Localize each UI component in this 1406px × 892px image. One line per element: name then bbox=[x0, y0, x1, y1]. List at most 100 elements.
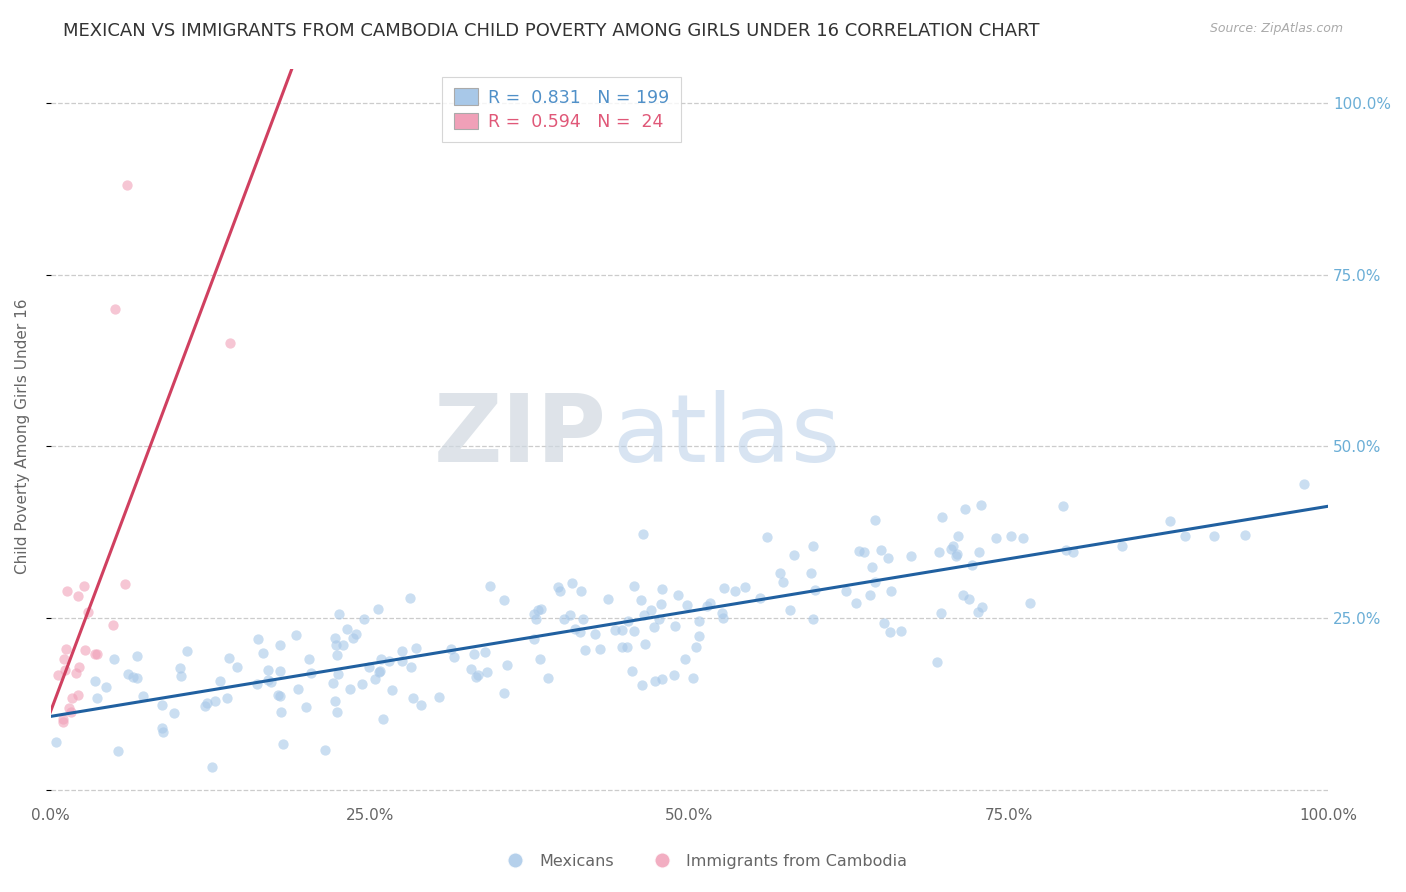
Point bbox=[1012, 531, 1035, 545]
Point bbox=[299, 665, 322, 680]
Point bbox=[945, 549, 967, 563]
Point bbox=[769, 566, 792, 580]
Point bbox=[929, 606, 952, 620]
Point bbox=[246, 677, 269, 691]
Point bbox=[1000, 529, 1022, 543]
Point bbox=[325, 694, 347, 708]
Point bbox=[479, 579, 502, 593]
Point bbox=[326, 666, 349, 681]
Point bbox=[125, 671, 148, 685]
Point bbox=[967, 545, 990, 559]
Point bbox=[876, 551, 898, 566]
Point bbox=[863, 513, 886, 527]
Point bbox=[117, 178, 139, 193]
Point bbox=[801, 539, 824, 553]
Point bbox=[696, 599, 718, 613]
Point bbox=[1062, 544, 1084, 558]
Point bbox=[749, 591, 772, 605]
Point bbox=[474, 645, 496, 659]
Point bbox=[617, 614, 640, 628]
Point bbox=[271, 737, 294, 751]
Point bbox=[367, 602, 389, 616]
Point bbox=[688, 614, 710, 628]
Point bbox=[357, 660, 380, 674]
Point bbox=[560, 607, 582, 622]
Point bbox=[107, 744, 129, 758]
Point bbox=[269, 638, 291, 652]
Point bbox=[574, 642, 596, 657]
Point bbox=[257, 673, 280, 687]
Text: Source: ZipAtlas.com: Source: ZipAtlas.com bbox=[1209, 22, 1343, 36]
Point bbox=[860, 560, 883, 574]
Point bbox=[526, 602, 548, 616]
Point bbox=[494, 686, 516, 700]
Point bbox=[571, 612, 593, 626]
Point bbox=[650, 597, 672, 611]
Point bbox=[218, 651, 240, 665]
Point bbox=[66, 688, 89, 702]
Point bbox=[984, 531, 1007, 545]
Point bbox=[72, 579, 94, 593]
Point bbox=[682, 671, 704, 685]
Point bbox=[463, 647, 485, 661]
Point bbox=[755, 530, 778, 544]
Point bbox=[252, 646, 274, 660]
Point bbox=[326, 705, 349, 719]
Point bbox=[269, 665, 291, 679]
Point bbox=[405, 640, 427, 655]
Point bbox=[350, 677, 373, 691]
Point bbox=[127, 649, 149, 664]
Point bbox=[391, 654, 413, 668]
Point bbox=[699, 596, 721, 610]
Point bbox=[603, 623, 626, 637]
Point bbox=[58, 700, 80, 714]
Point bbox=[117, 667, 139, 681]
Point bbox=[103, 652, 125, 666]
Point bbox=[801, 612, 824, 626]
Point bbox=[1174, 528, 1197, 542]
Point bbox=[547, 580, 569, 594]
Point bbox=[45, 735, 67, 749]
Point bbox=[53, 652, 76, 666]
Point bbox=[966, 605, 988, 619]
Point bbox=[201, 760, 224, 774]
Point bbox=[122, 671, 145, 685]
Point bbox=[633, 608, 655, 623]
Point bbox=[52, 712, 75, 726]
Point bbox=[298, 651, 321, 665]
Point bbox=[569, 583, 592, 598]
Point bbox=[96, 680, 118, 694]
Text: MEXICAN VS IMMIGRANTS FROM CAMBODIA CHILD POVERTY AMONG GIRLS UNDER 16 CORRELATI: MEXICAN VS IMMIGRANTS FROM CAMBODIA CHIL… bbox=[63, 22, 1040, 40]
Point bbox=[443, 650, 465, 665]
Point bbox=[651, 582, 673, 596]
Point bbox=[522, 632, 544, 647]
Point bbox=[644, 673, 666, 688]
Point bbox=[633, 526, 655, 541]
Point bbox=[269, 689, 291, 703]
Point bbox=[83, 674, 105, 689]
Point bbox=[256, 663, 278, 677]
Point bbox=[427, 690, 450, 705]
Point bbox=[150, 698, 173, 713]
Point bbox=[859, 588, 882, 602]
Point bbox=[226, 660, 249, 674]
Point bbox=[900, 549, 922, 563]
Point bbox=[782, 549, 804, 563]
Point bbox=[398, 591, 420, 605]
Point bbox=[204, 694, 226, 708]
Point bbox=[67, 590, 90, 604]
Point bbox=[84, 648, 107, 662]
Point bbox=[631, 678, 654, 692]
Point bbox=[664, 618, 686, 632]
Point bbox=[561, 576, 583, 591]
Point bbox=[666, 588, 689, 602]
Point bbox=[537, 671, 560, 685]
Point bbox=[1233, 527, 1256, 541]
Point bbox=[1018, 596, 1040, 610]
Point bbox=[169, 669, 191, 683]
Point bbox=[323, 631, 346, 645]
Point bbox=[616, 640, 638, 654]
Point bbox=[529, 652, 551, 666]
Point bbox=[870, 543, 893, 558]
Point bbox=[370, 652, 392, 666]
